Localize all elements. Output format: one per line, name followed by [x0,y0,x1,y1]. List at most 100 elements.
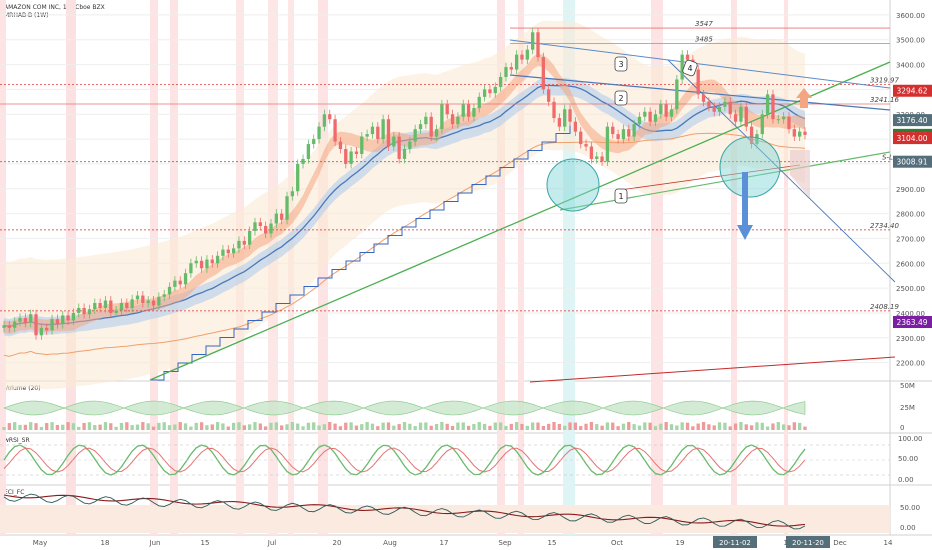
volume-bar [312,422,316,430]
candle-body [333,119,337,142]
candle-body [114,310,118,313]
volume-bar [680,422,684,430]
candle-body [466,104,471,117]
symbol-title: AMAZON COM INC, 1D, Cboe BZX [4,4,105,11]
candle-body [563,109,567,127]
volume-bar [7,423,11,430]
volume-bar [328,422,332,430]
volume-bar [264,426,268,430]
y-tick-label: 2700.00 [896,235,925,243]
candle-body [707,101,711,107]
volume-bar [787,425,791,430]
candle-body [274,213,278,224]
volume-bar [125,422,129,430]
candle-body [301,158,305,164]
y-tick-label: 2300.00 [896,335,925,343]
price-badge-label-4: 3008.91 [896,158,927,167]
candle-body [445,104,449,115]
highlight-band-9 [518,0,524,535]
volume-bar [381,422,385,430]
volume-bar [429,425,433,430]
candle-body [675,79,679,110]
volume-bar [669,424,674,430]
pattern-marker-box-3 [614,56,628,72]
volume-bar [119,422,124,430]
price-badge-1 [893,114,932,127]
volume-bar [472,423,476,430]
candle-body [183,273,188,285]
volume-bar [514,422,519,430]
candle-body [93,303,97,310]
candle-body [477,96,481,109]
candle-body [669,109,674,117]
candle-body [680,54,684,80]
wrsi-scale-label: 50.00 [898,455,918,463]
candle-body [338,141,343,150]
candle-body [162,294,166,297]
candle-body [787,116,791,130]
x-tick-label: 18 [101,539,110,547]
candle-body [440,104,444,130]
candle-body [253,222,257,231]
candle-body [760,114,764,135]
candle-body [701,94,706,102]
level-label-0: 3547 [695,20,713,28]
price-badge-5 [893,316,932,329]
volume-bar [744,424,748,430]
x-tick-label: 19 [676,539,685,547]
volume-bar [605,422,610,430]
level-label-6: 2408.19 [870,303,899,311]
candle-body [397,136,401,159]
volume-bar [653,426,658,430]
volume-bar [798,422,802,430]
third-pane-label: ECI_FC [4,489,25,496]
volume-bar [242,425,246,430]
candle-body [771,94,775,120]
volume-bar [600,425,604,430]
volume-bar [664,422,668,430]
volume-bar [717,422,722,430]
volume-bar [739,422,743,430]
candle-body [776,119,780,121]
x-tick-label: Aug [383,539,397,547]
candle-body [87,309,92,315]
highlight-band-12 [731,0,737,535]
volume-bar [354,425,359,430]
x-tick-label: 20-11-02 [719,539,751,547]
candle-body [568,109,572,122]
candle-body [733,114,738,122]
candle-body [520,54,524,60]
price-badge-4 [893,155,932,168]
candle-body [424,116,428,125]
y-tick-label: 3600.00 [896,12,925,20]
pattern-marker-box-2 [614,90,628,106]
candle-body [109,300,113,313]
pattern-marker-4: 4 [687,64,692,73]
volume-bar [760,422,764,430]
volume-bar [579,426,583,430]
indicator-title: MRHAB-B (1W) [4,12,49,19]
volume-bar [616,426,620,430]
volume-bar [71,423,76,430]
volume-bar [541,425,545,430]
volume-pane-label: Volume (20) [4,385,41,392]
candle-body [242,240,246,245]
volume-bar [285,424,289,430]
candle-body [98,303,102,308]
candle-body [285,196,289,220]
candle-body [312,139,316,145]
volume-bar [114,426,118,430]
candle-body [488,89,492,94]
y-tick-label: 3500.00 [896,37,925,45]
candle-body [328,114,332,120]
candle-body [55,319,60,325]
candle-body [611,126,615,135]
candle-body [408,141,412,150]
volume-bar [151,426,156,430]
x-tick-highlight [786,536,830,548]
x-tick-label: Sep [498,539,512,547]
volume-bar [253,422,257,430]
candle-body [135,295,140,300]
candle-body [23,317,28,323]
